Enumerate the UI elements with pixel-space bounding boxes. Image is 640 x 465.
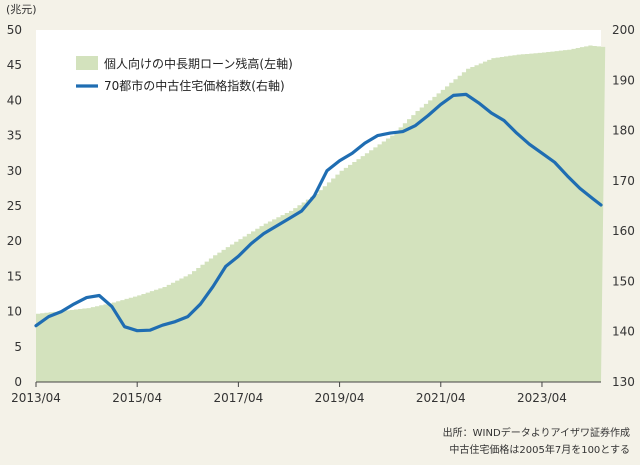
y-left-tick-label: 25 (7, 199, 22, 213)
x-tick-label: 2013/04 (11, 391, 61, 405)
y-left-tick-label: 35 (7, 129, 22, 143)
y-left-tick-label: 50 (7, 23, 22, 37)
y-left-tick-label: 15 (7, 269, 22, 283)
y-right-tick-label: 190 (612, 73, 635, 87)
area-layer (36, 45, 606, 383)
y-right-tick-label: 160 (612, 224, 635, 238)
base-note: 中古住宅価格は2005年7月を100とする (449, 445, 630, 456)
y-left-tick-label: 40 (7, 93, 22, 107)
price-index-line (34, 92, 603, 333)
y-right-tick-label: 200 (612, 23, 635, 37)
y-left-tick-label: 30 (7, 164, 22, 178)
y-left-tick-label: 0 (14, 375, 22, 389)
source-note: 出所：WINDデータよりアイザワ証券作成 (442, 428, 630, 439)
legend: 個人向けの中長期ローン残高(左軸) 70都市の中古住宅価格指数(右軸) (76, 56, 293, 93)
legend-label-line: 70都市の中古住宅価格指数(右軸) (104, 78, 285, 93)
y-right-tick-label: 180 (612, 124, 635, 138)
legend-swatch-area (76, 56, 98, 70)
x-tick-label: 2021/04 (416, 391, 466, 405)
y-left-tick-label: 10 (7, 305, 22, 319)
x-tick-label: 2017/04 (213, 391, 263, 405)
y-right-tick-label: 130 (612, 375, 635, 389)
x-tick-label: 2019/04 (315, 391, 365, 405)
y-left-tick-label: 5 (14, 340, 22, 354)
y-right-tick-label: 140 (612, 325, 635, 339)
axis-layer: (兆元) 0 5 10 15 20 25 30 35 40 45 50 130 140 150 160 170 1… (6, 3, 635, 405)
y-left-unit: (兆元) (6, 3, 37, 16)
y-left-tick-label: 45 (7, 58, 22, 72)
y-right-tick-label: 170 (612, 174, 635, 188)
chart-svg: (兆元) 0 5 10 15 20 25 30 35 40 45 50 130 140 150 160 170 1… (6, 3, 635, 405)
y-left-tick-label: 20 (7, 234, 22, 248)
y-right-tick-label: 150 (612, 274, 635, 288)
line-layer (34, 92, 603, 333)
x-tick-label: 2015/04 (112, 391, 162, 405)
x-tick-label: 2023/04 (517, 391, 567, 405)
legend-label-area: 個人向けの中長期ローン残高(左軸) (104, 56, 293, 71)
loan-balance-area (36, 45, 606, 383)
